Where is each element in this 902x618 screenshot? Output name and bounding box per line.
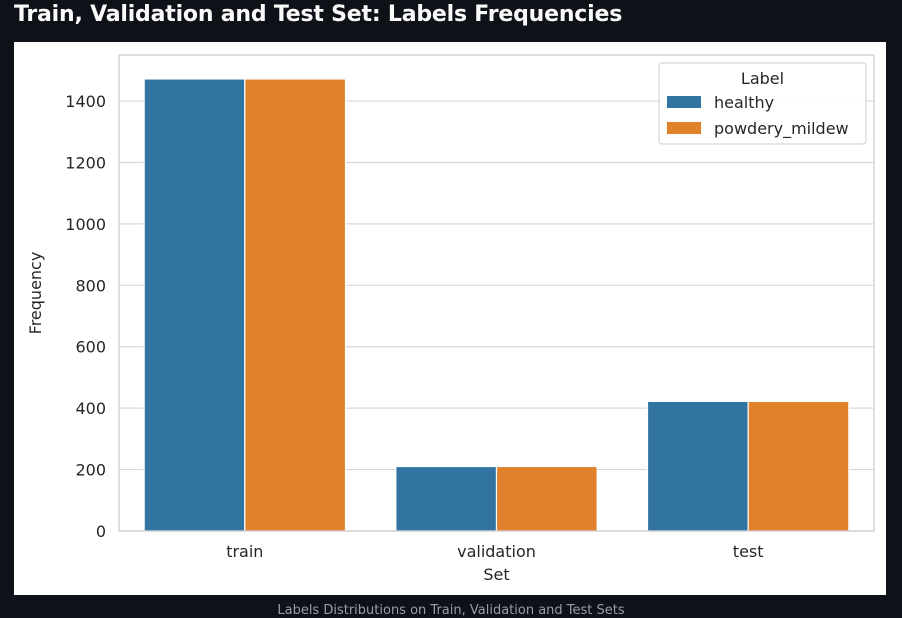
bar-chart: 0 200 400 600 800 1000 1200 1400 train validatio…: [26, 54, 875, 584]
plot-frame: [118, 54, 875, 532]
bar-powdery_mildew-train: [244, 78, 347, 532]
bar-healthy-test: [646, 400, 749, 532]
legend-label-powdery_mildew: powdery_mildew: [714, 119, 849, 139]
legend-swatch-healthy: [667, 96, 701, 108]
y-tick-label: 1000: [65, 215, 106, 234]
y-axis-label: Frequency: [26, 252, 45, 335]
page-title: Train, Validation and Test Set: Labels F…: [14, 2, 623, 27]
legend-title: Label: [741, 69, 784, 88]
y-tick-label: 1400: [65, 92, 106, 111]
chart-caption: Labels Distributions on Train, Validatio…: [277, 603, 625, 618]
x-tick-label: train: [226, 542, 263, 561]
legend-swatch-powdery_mildew: [667, 122, 701, 134]
x-tick-labels: train validation test: [226, 542, 763, 561]
y-tick-label: 200: [75, 461, 106, 480]
bars: [143, 78, 850, 532]
chart-figure: 0 200 400 600 800 1000 1200 1400 train validatio…: [14, 42, 886, 595]
y-tick-label: 1200: [65, 153, 106, 172]
y-tick-label: 400: [75, 399, 106, 418]
legend-label-healthy: healthy: [714, 93, 774, 112]
legend-items: healthy powdery_mildew: [667, 93, 849, 139]
y-tick-labels: 0 200 400 600 800 1000 1200 1400: [65, 92, 106, 541]
bar-healthy-train: [143, 78, 246, 532]
bar-powdery_mildew-test: [747, 400, 850, 532]
x-axis-label: Set: [483, 565, 509, 584]
x-tick-label: validation: [457, 542, 536, 561]
y-tick-label: 600: [75, 338, 106, 357]
y-tick-label: 0: [96, 522, 106, 541]
y-tick-label: 800: [75, 276, 106, 295]
bar-healthy-validation: [395, 465, 498, 532]
legend: Label healthy powdery_mildew: [658, 62, 867, 145]
x-tick-label: test: [733, 542, 764, 561]
bar-powdery_mildew-validation: [495, 465, 598, 532]
legend-box: [658, 62, 867, 145]
